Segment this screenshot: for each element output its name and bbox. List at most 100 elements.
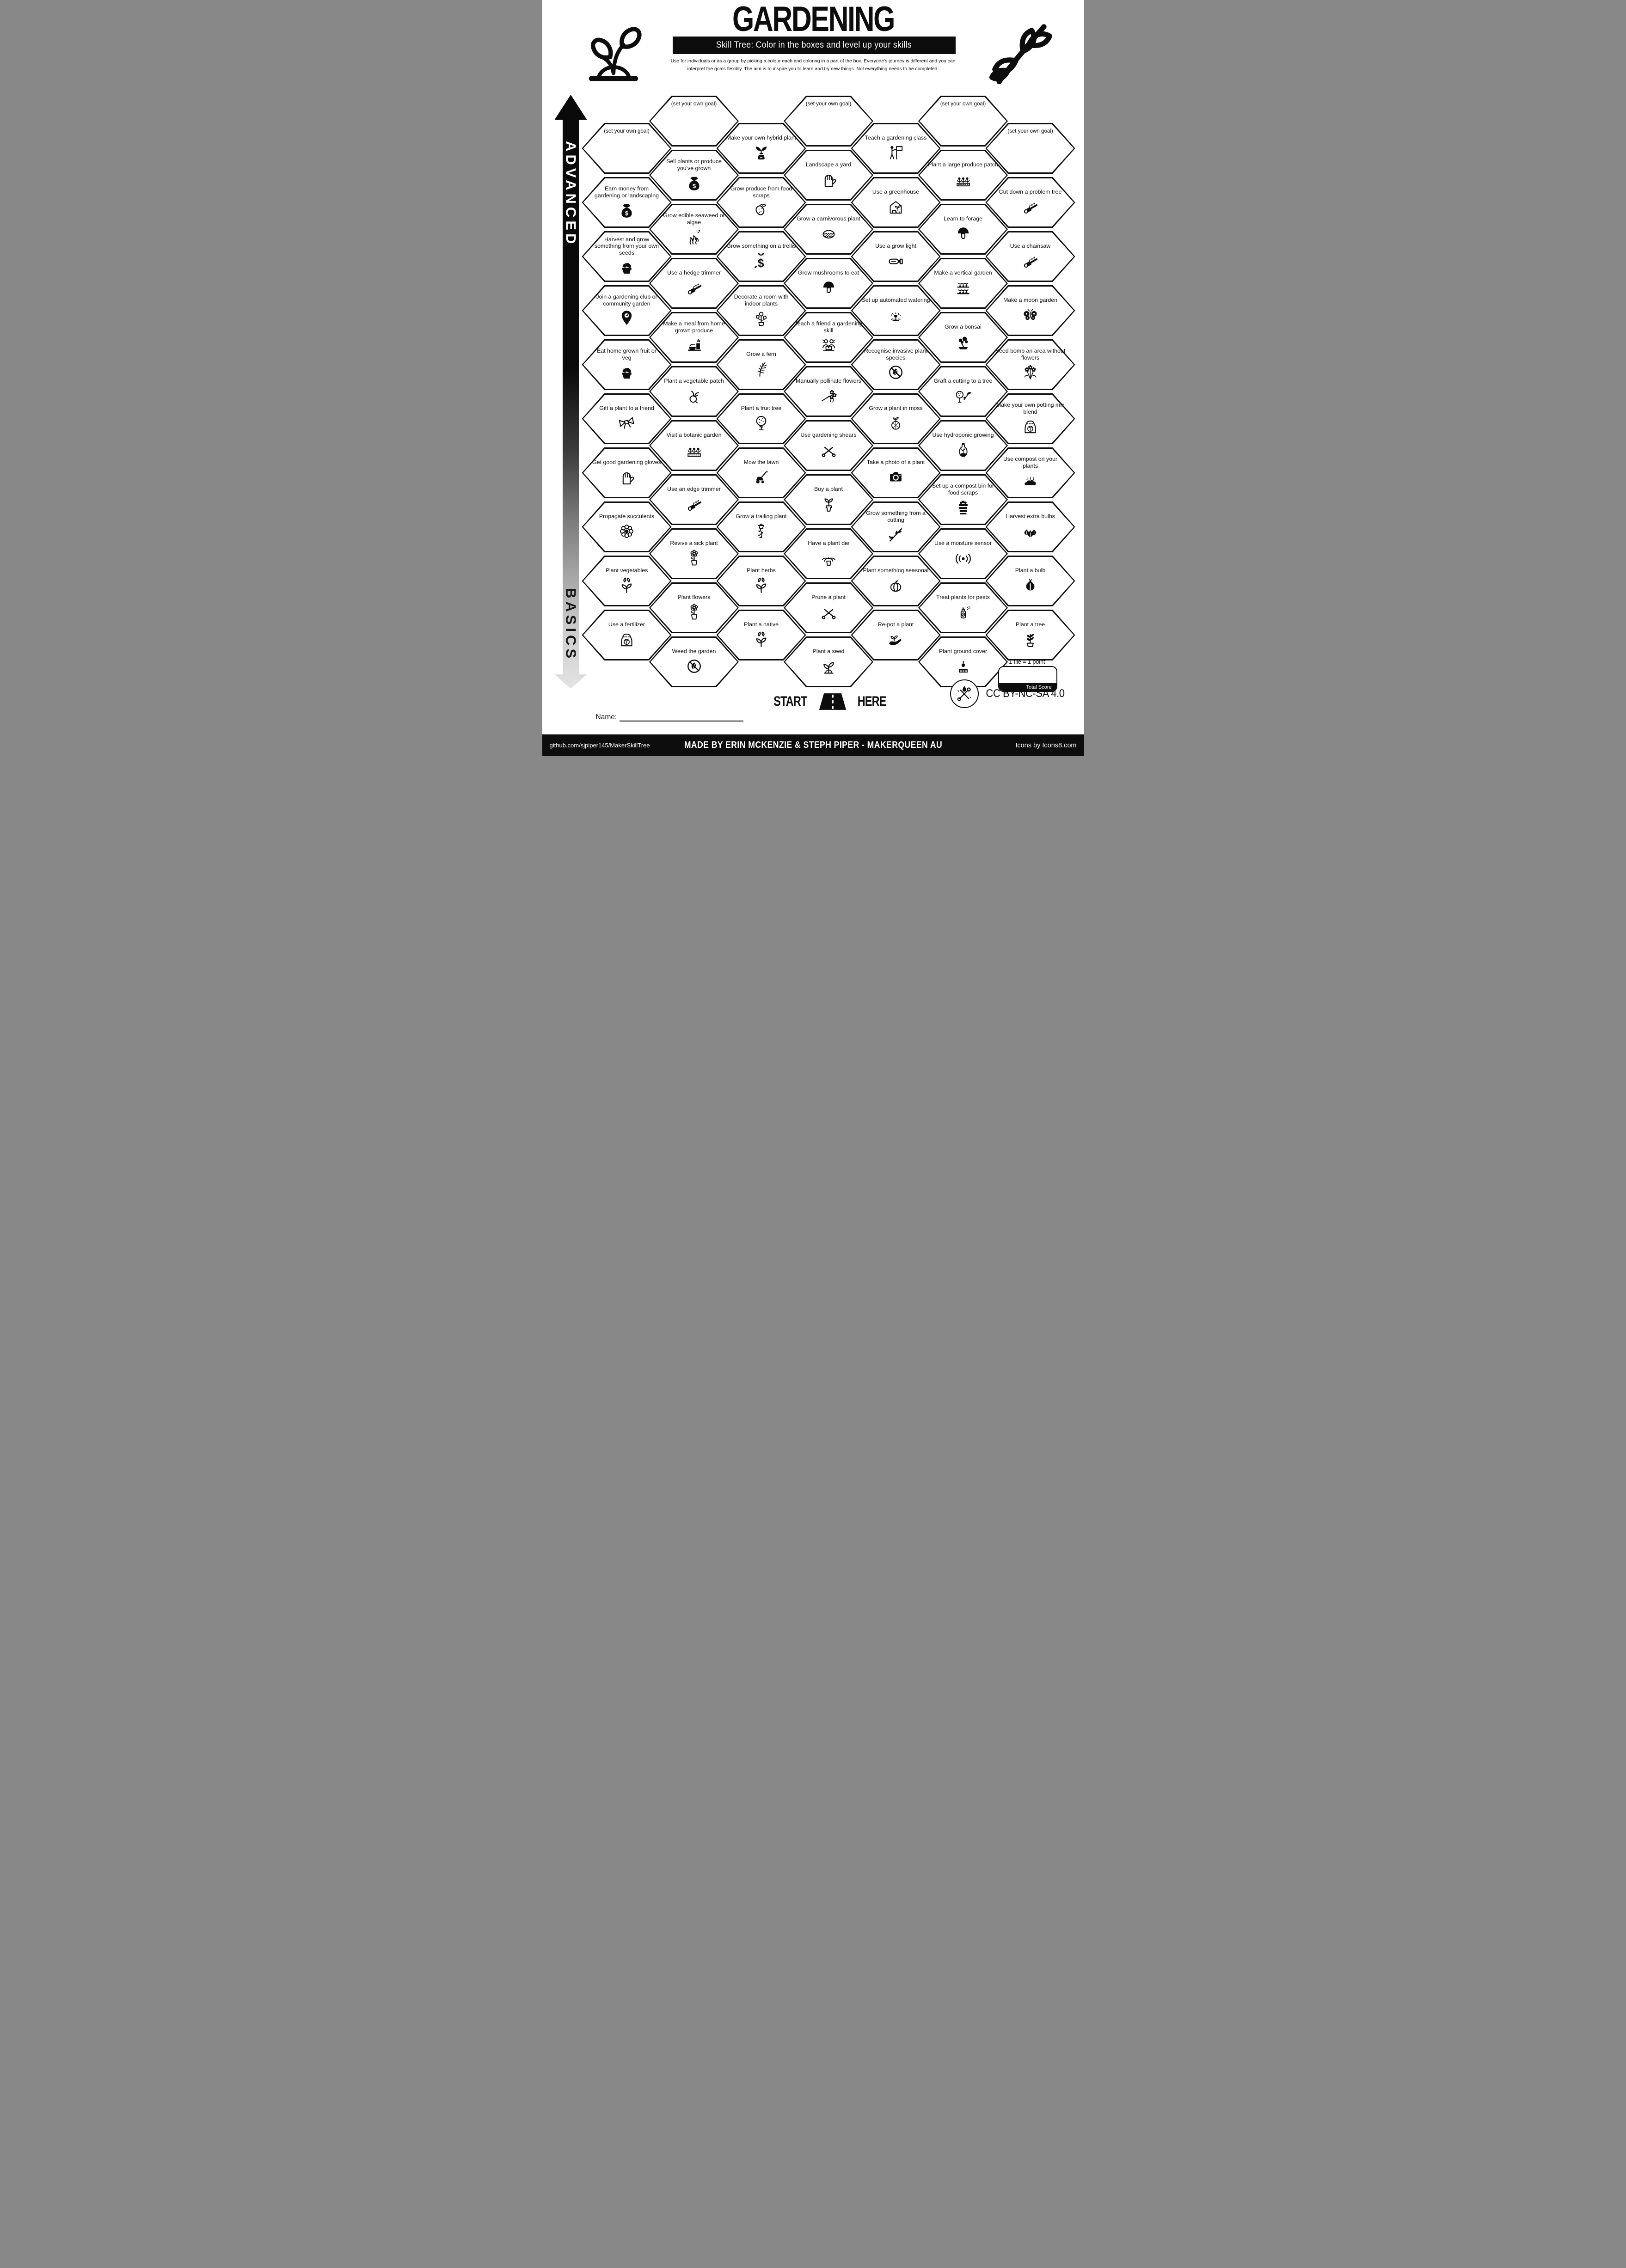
- hex-earn-money-from-gardening-or-landscaping[interactable]: Earn money from gardening or landscaping: [582, 177, 672, 228]
- hex-weed-the-garden[interactable]: Weed the garden: [649, 636, 739, 687]
- hex-plant-flowers[interactable]: Plant flowers: [649, 582, 739, 633]
- hex-plant-a-bulb[interactable]: Plant a bulb: [985, 556, 1075, 606]
- gift-bow-icon: [617, 414, 636, 433]
- hex-set-your-own-goal-c5[interactable]: (set your own goal): [918, 96, 1008, 147]
- hex-grow-something-from-a-cutting[interactable]: Grow something from a cutting: [851, 501, 941, 552]
- hex-plant-a-native[interactable]: Plant a native: [716, 610, 806, 660]
- hex-harvest-and-grow-something-from-your-own-s[interactable]: Harvest and grow something from your own…: [582, 231, 672, 282]
- hex-make-a-moon-garden[interactable]: Make a moon garden: [985, 285, 1075, 336]
- hex-grow-a-bonsai[interactable]: Grow a bonsai: [918, 312, 1008, 363]
- hex-make-a-meal-from-home-grown-produce[interactable]: Make a meal from home grown produce: [649, 312, 739, 363]
- hex-recognise-invasive-plant-species[interactable]: Recognise invasive plant species: [851, 339, 941, 390]
- hex-propagate-succulents[interactable]: Propagate succulents: [582, 501, 672, 552]
- hex-grow-a-trailing-plant[interactable]: Grow a trailing plant: [716, 501, 806, 552]
- hex-re-pot-a-plant[interactable]: Re-pot a plant: [851, 610, 941, 660]
- hex-use-a-hedge-trimmer[interactable]: Use a hedge trimmer: [649, 258, 739, 309]
- hex-revive-a-sick-plant[interactable]: Revive a sick plant: [649, 528, 739, 579]
- hex-make-your-own-hybrid-plant[interactable]: Make your own hybrid plant: [716, 123, 806, 174]
- name-input-line[interactable]: [620, 713, 744, 721]
- hex-label: Gift a plant to a friend: [599, 405, 654, 412]
- hex-visit-a-botanic-garden[interactable]: Visit a botanic garden: [649, 420, 739, 471]
- hex-plant-ground-cover[interactable]: Plant ground cover: [918, 636, 1008, 687]
- hex-seed-bomb-an-area-without-flowers[interactable]: Seed bomb an area without flowers: [985, 339, 1075, 390]
- hex-decorate-a-room-with-indoor-plants[interactable]: Decorate a room with indoor plants: [716, 285, 806, 336]
- total-score-box[interactable]: Total Score: [998, 666, 1057, 692]
- hex-take-a-photo-of-a-plant[interactable]: Take a photo of a plant: [851, 447, 941, 498]
- hydroponic-bottle-icon: [954, 440, 973, 459]
- hex-use-a-grow-light[interactable]: Use a grow light: [851, 231, 941, 282]
- hex-use-an-edge-trimmer[interactable]: Use an edge trimmer: [649, 474, 739, 525]
- hex-set-up-a-compost-bin-for-food-scraps[interactable]: Set up a compost bin for food scraps: [918, 474, 1008, 525]
- hex-plant-a-tree[interactable]: Plant a tree: [985, 610, 1075, 660]
- hex-set-your-own-goal-c0[interactable]: (set your own goal): [582, 123, 672, 174]
- hex-grow-something-on-a-trellis[interactable]: Grow something on a trellis: [716, 231, 806, 282]
- flower-bed-icon: [954, 170, 973, 189]
- hex-plant-a-fruit-tree[interactable]: Plant a fruit tree: [716, 393, 806, 444]
- hex-use-a-chainsaw[interactable]: Use a chainsaw: [985, 231, 1075, 282]
- hex-prune-a-plant[interactable]: Prune a plant: [784, 582, 873, 633]
- hex-gift-a-plant-to-a-friend[interactable]: Gift a plant to a friend: [582, 393, 672, 444]
- gardening-gloves-icon: [617, 468, 636, 487]
- fertilizer-bag-icon: [617, 630, 636, 649]
- hex-make-a-vertical-garden[interactable]: Make a vertical garden: [918, 258, 1008, 309]
- hex-plant-vegetables[interactable]: Plant vegetables: [582, 556, 672, 606]
- hex-teach-a-friend-a-gardening-skill[interactable]: Teach a friend a gardening skill: [784, 312, 873, 363]
- hex-fill: [583, 611, 670, 659]
- hex-set-your-own-goal-c6[interactable]: (set your own goal): [985, 123, 1075, 174]
- hex-content: Join a gardening club or community garde…: [584, 287, 670, 334]
- hex-grow-a-plant-in-moss[interactable]: Grow a plant in moss: [851, 393, 941, 444]
- hex-plant-something-seasonal[interactable]: Plant something seasonal: [851, 556, 941, 606]
- hex-use-a-greenhouse[interactable]: Use a greenhouse: [851, 177, 941, 228]
- hex-label: Use a hedge trimmer: [667, 269, 721, 276]
- hex-set-your-own-goal-c1[interactable]: (set your own goal): [649, 96, 739, 147]
- hex-grow-a-fern[interactable]: Grow a fern: [716, 339, 806, 390]
- footer-icons-credit[interactable]: Icons by Icons8.com: [1015, 741, 1077, 749]
- hex-plant-herbs[interactable]: Plant herbs: [716, 556, 806, 606]
- hex-fill: [785, 367, 872, 416]
- hex-harvest-extra-bulbs[interactable]: Harvest extra bulbs: [985, 501, 1075, 552]
- hex-plant-a-seed[interactable]: Plant a seed: [784, 636, 873, 687]
- hex-grow-mushrooms-to-eat[interactable]: Grow mushrooms to eat: [784, 258, 873, 309]
- camera-icon: [886, 468, 905, 487]
- hex-grow-produce-from-food-scraps[interactable]: Grow produce from food scraps: [716, 177, 806, 228]
- hex-sell-plants-or-produce-you-ve-grown[interactable]: Sell plants or produce you've grown: [649, 150, 739, 201]
- hex-eat-home-grown-fruit-or-veg[interactable]: Eat home grown fruit or veg: [582, 339, 672, 390]
- hex-label: Weed the garden: [672, 648, 716, 655]
- hex-fill: [718, 178, 805, 226]
- hex-content: Grow a bonsai: [920, 314, 1006, 361]
- hex-make-your-own-potting-mix-blend[interactable]: Make your own potting mix blend: [985, 393, 1075, 444]
- hex-plant-a-vegetable-patch[interactable]: Plant a vegetable patch: [649, 366, 739, 417]
- hex-have-a-plant-die[interactable]: Have a plant die: [784, 528, 873, 579]
- hex-use-a-fertilizer[interactable]: Use a fertilizer: [582, 610, 672, 660]
- hex-use-a-moisture-sensor[interactable]: Use a moisture sensor: [918, 528, 1008, 579]
- hex-treat-plants-for-pests[interactable]: Treat plants for pests: [918, 582, 1008, 633]
- hex-grow-a-carnivorous-plant[interactable]: Grow a carnivorous plant: [784, 204, 873, 255]
- hex-use-gardening-shears[interactable]: Use gardening shears: [784, 420, 873, 471]
- hex-join-a-gardening-club-or-community-garden[interactable]: Join a gardening club or community garde…: [582, 285, 672, 336]
- hex-label: Use an edge trimmer: [667, 486, 721, 493]
- hex-content: Get good gardening gloves: [584, 449, 670, 496]
- hex-mow-the-lawn[interactable]: Mow the lawn: [716, 447, 806, 498]
- hex-teach-a-gardening-class[interactable]: Teach a gardening class: [851, 123, 941, 174]
- hex-manually-pollinate-flowers[interactable]: Manually pollinate flowers: [784, 366, 873, 417]
- hex-landscape-a-yard[interactable]: Landscape a yard: [784, 150, 873, 201]
- hex-set-up-automated-watering[interactable]: Set up automated watering: [851, 285, 941, 336]
- hex-learn-to-forage[interactable]: Learn to forage: [918, 204, 1008, 255]
- hex-content: Manually pollinate flowers: [785, 368, 871, 415]
- hex-graft-a-cutting-to-a-tree[interactable]: Graft a cutting to a tree: [918, 366, 1008, 417]
- hex-content: Plant a large produce patch: [920, 152, 1006, 199]
- hex-content: Make a moon garden: [988, 287, 1074, 334]
- hex-fill: [718, 449, 805, 497]
- produce-basket-icon: [617, 258, 636, 277]
- hex-label: Grow a plant in moss: [869, 405, 923, 412]
- hex-use-compost-on-your-plants[interactable]: Use compost on your plants: [985, 447, 1075, 498]
- hex-cut-down-a-problem-tree[interactable]: Cut down a problem tree: [985, 177, 1075, 228]
- hex-label: Plant a native: [743, 621, 779, 628]
- footer-repo-link[interactable]: github.com/sjpiper145/MakerSkillTree: [549, 742, 650, 749]
- hex-set-your-own-goal-c3[interactable]: (set your own goal): [784, 96, 873, 147]
- hex-use-hydroponic-growing[interactable]: Use hydroponic growing: [918, 420, 1008, 471]
- hex-plant-a-large-produce-patch[interactable]: Plant a large produce patch: [918, 150, 1008, 201]
- hex-grow-edible-seaweed-or-algae[interactable]: Grow edible seaweed or algae: [649, 204, 739, 255]
- hex-buy-a-plant[interactable]: Buy a plant: [784, 474, 873, 525]
- hex-get-good-gardening-gloves[interactable]: Get good gardening gloves: [582, 447, 672, 498]
